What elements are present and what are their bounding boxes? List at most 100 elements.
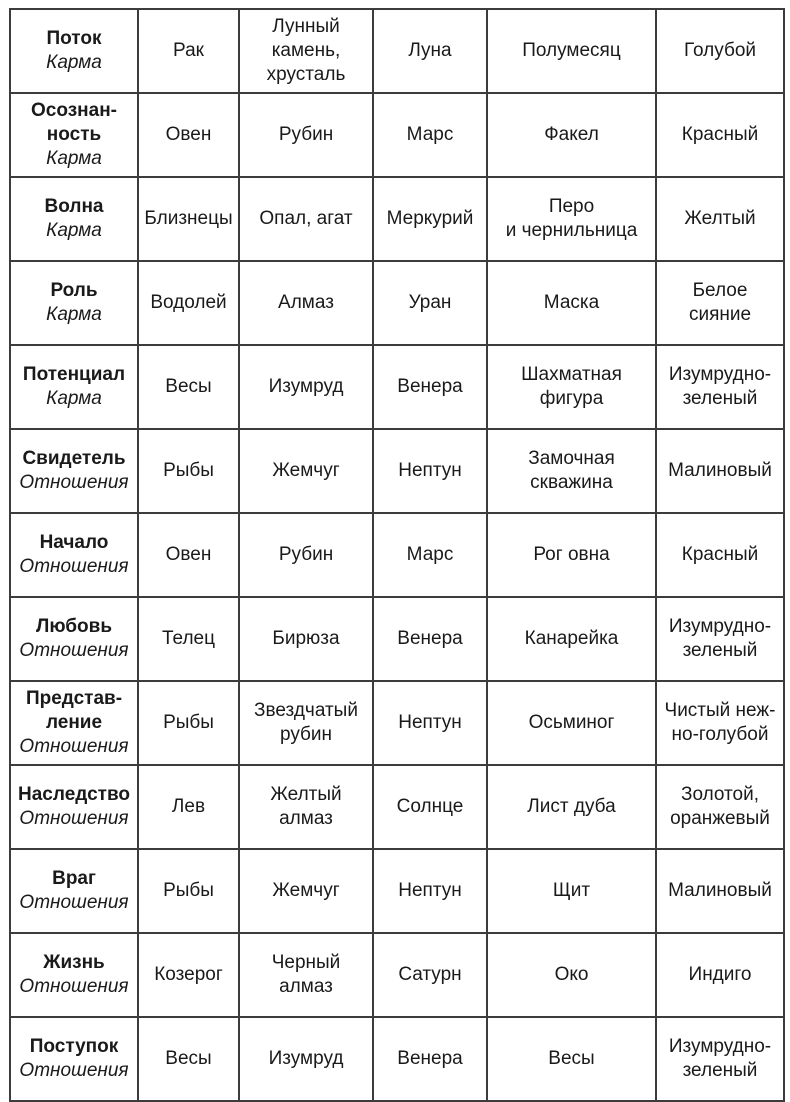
aspect-name: Роль (50, 280, 98, 302)
planet-cell: Меркурий (372, 176, 488, 262)
table-row: Наследство Отношения Лев Желтый алмаз Сол… (9, 764, 785, 850)
planet-cell: Марс (372, 512, 488, 598)
stone-cell: Жемчуг (238, 848, 374, 934)
symbol-cell: Маска (486, 260, 657, 346)
zodiac-cell: Овен (137, 512, 240, 598)
planet-cell: Нептун (372, 428, 488, 514)
aspect-category: Отношения (19, 472, 129, 493)
zodiac-cell: Овен (137, 92, 240, 178)
aspect-category: Карма (46, 52, 102, 73)
aspect-category: Отношения (19, 1060, 129, 1081)
stone-cell: Лунный камень, хрусталь (238, 8, 374, 94)
aspect-name: Поступок (29, 1036, 119, 1058)
stone-cell: Бирюза (238, 596, 374, 682)
planet-cell: Марс (372, 92, 488, 178)
color-cell: Белое сияние (655, 260, 785, 346)
symbol-cell: Канарейка (486, 596, 657, 682)
zodiac-cell: Телец (137, 596, 240, 682)
stone-cell: Звездчатый рубин (238, 680, 374, 766)
symbol-cell: Осьминог (486, 680, 657, 766)
aspect-cell: Поток Карма (9, 8, 139, 94)
planet-cell: Венера (372, 344, 488, 430)
color-cell: Голубой (655, 8, 785, 94)
zodiac-cell: Рак (137, 8, 240, 94)
zodiac-cell: Водолей (137, 260, 240, 346)
zodiac-cell: Лев (137, 764, 240, 850)
stone-cell: Черный алмаз (238, 932, 374, 1018)
color-cell: Малиновый (655, 848, 785, 934)
stone-cell: Рубин (238, 92, 374, 178)
planet-cell: Нептун (372, 680, 488, 766)
aspect-name: Начало (39, 532, 109, 554)
color-cell: Малиновый (655, 428, 785, 514)
table-row: Начало Отношения Овен Рубин Марс Рог овна… (9, 512, 785, 598)
symbol-cell: Факел (486, 92, 657, 178)
aspect-cell: Любовь Отношения (9, 596, 139, 682)
aspect-name: Представ- ление (25, 688, 123, 734)
aspect-category: Отношения (19, 976, 129, 997)
table-row: Поступок Отношения Весы Изумруд Венера Ве… (9, 1016, 785, 1102)
color-cell: Чистый неж- но-голубой (655, 680, 785, 766)
aspect-category: Карма (46, 220, 102, 241)
aspect-category: Карма (46, 147, 102, 169)
table-row: Роль Карма Водолей Алмаз Уран Маска Белое… (9, 260, 785, 346)
symbol-cell: Весы (486, 1016, 657, 1102)
stone-cell: Алмаз (238, 260, 374, 346)
planet-cell: Нептун (372, 848, 488, 934)
zodiac-cell: Рыбы (137, 848, 240, 934)
aspect-cell: Осознан- ность Карма (9, 92, 139, 178)
aspect-cell: Роль Карма (9, 260, 139, 346)
symbol-cell: Лист дуба (486, 764, 657, 850)
stone-cell: Изумруд (238, 1016, 374, 1102)
stone-cell: Рубин (238, 512, 374, 598)
aspect-cell: Представ- ление Отношения (9, 680, 139, 766)
table-row: Свидетель Отношения Рыбы Жемчуг Нептун За… (9, 428, 785, 514)
zodiac-cell: Близнецы (137, 176, 240, 262)
aspect-category: Отношения (19, 556, 129, 577)
aspect-category: Карма (46, 304, 102, 325)
symbol-cell: Щит (486, 848, 657, 934)
zodiac-cell: Рыбы (137, 428, 240, 514)
aspect-name: Любовь (35, 616, 112, 638)
table-row: Потенциал Карма Весы Изумруд Венера Шахма… (9, 344, 785, 430)
aspect-cell: Поступок Отношения (9, 1016, 139, 1102)
table-row: Враг Отношения Рыбы Жемчуг Нептун Щит Мал… (9, 848, 785, 934)
color-cell: Изумрудно- зеленый (655, 344, 785, 430)
aspect-name: Свидетель (22, 448, 126, 470)
table-row: Жизнь Отношения Козерог Черный алмаз Сату… (9, 932, 785, 1018)
symbol-cell: Полумесяц (486, 8, 657, 94)
aspect-name: Наследство (18, 784, 130, 806)
aspect-name: Враг (52, 868, 96, 890)
aspect-name: Жизнь (43, 952, 105, 974)
table-row: Любовь Отношения Телец Бирюза Венера Кана… (9, 596, 785, 682)
aspect-category: Отношения (19, 892, 129, 913)
aspect-category: Отношения (19, 640, 129, 661)
color-cell: Желтый (655, 176, 785, 262)
table-row: Волна Карма Близнецы Опал, агат Меркурий … (9, 176, 785, 262)
symbol-cell: Око (486, 932, 657, 1018)
aspect-cell: Наследство Отношения (9, 764, 139, 850)
planet-cell: Уран (372, 260, 488, 346)
zodiac-cell: Рыбы (137, 680, 240, 766)
planet-cell: Луна (372, 8, 488, 94)
aspect-cell: Начало Отношения (9, 512, 139, 598)
stone-cell: Опал, агат (238, 176, 374, 262)
aspect-name: Потенциал (22, 364, 126, 386)
color-cell: Красный (655, 92, 785, 178)
correspondence-table: Поток Карма Рак Лунный камень, хрусталь Л… (9, 8, 785, 1102)
color-cell: Золотой, оранжевый (655, 764, 785, 850)
table-row: Поток Карма Рак Лунный камень, хрусталь Л… (9, 8, 785, 94)
symbol-cell: Замочная скважина (486, 428, 657, 514)
aspect-category: Отношения (19, 735, 129, 757)
color-cell: Изумрудно- зеленый (655, 596, 785, 682)
zodiac-cell: Весы (137, 1016, 240, 1102)
aspect-name: Осознан- ность (31, 100, 117, 146)
stone-cell: Желтый алмаз (238, 764, 374, 850)
aspect-cell: Свидетель Отношения (9, 428, 139, 514)
color-cell: Индиго (655, 932, 785, 1018)
aspect-cell: Волна Карма (9, 176, 139, 262)
aspect-name: Поток (46, 28, 102, 50)
color-cell: Красный (655, 512, 785, 598)
aspect-cell: Потенциал Карма (9, 344, 139, 430)
planet-cell: Венера (372, 596, 488, 682)
